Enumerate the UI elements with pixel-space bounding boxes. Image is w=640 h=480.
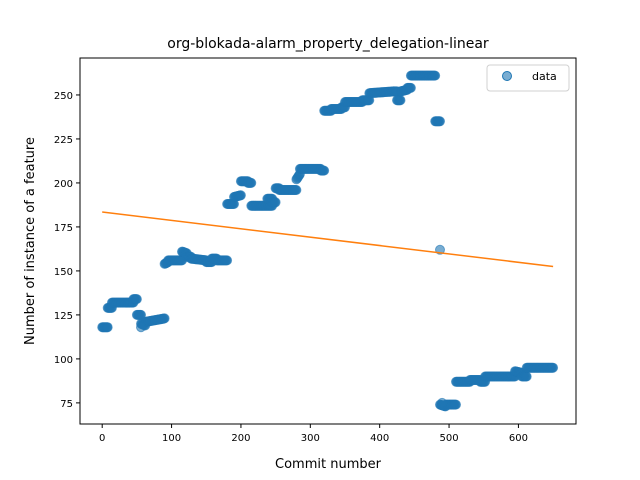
data-point <box>549 363 558 372</box>
y-tick-label: 125 <box>54 311 73 322</box>
data-point <box>236 191 245 200</box>
data-point <box>396 96 405 105</box>
data-point <box>271 198 280 207</box>
data-point <box>438 398 447 407</box>
x-tick-label: 100 <box>162 433 181 444</box>
data-point <box>292 186 301 195</box>
data-point <box>320 166 329 175</box>
y-tick-label: 225 <box>54 135 73 146</box>
y-tick-label: 75 <box>60 399 73 410</box>
data-point <box>431 71 440 80</box>
y-tick-label: 150 <box>54 267 73 278</box>
data-point <box>436 117 445 126</box>
chart-title: org-blokada-alarm_property_delegation-li… <box>167 36 489 52</box>
x-axis-label: Commit number <box>275 457 382 472</box>
data-point <box>132 295 141 304</box>
legend: data <box>487 65 569 91</box>
y-tick-label: 200 <box>54 179 73 190</box>
legend-label: data <box>532 70 557 83</box>
data-point <box>247 178 256 187</box>
y-axis-label: Number of instance of a feature <box>23 137 38 345</box>
x-tick-label: 500 <box>440 433 459 444</box>
data-point <box>522 372 531 381</box>
legend-marker <box>503 72 512 81</box>
data-point <box>406 83 415 92</box>
x-tick-label: 200 <box>231 433 250 444</box>
y-tick-label: 100 <box>54 355 73 366</box>
data-point <box>452 400 461 409</box>
x-tick-label: 300 <box>301 433 320 444</box>
x-tick-label: 600 <box>509 433 528 444</box>
y-tick-label: 175 <box>54 223 73 234</box>
data-point <box>223 256 232 265</box>
data-point <box>103 323 112 332</box>
y-tick-label: 250 <box>54 91 73 102</box>
data-point <box>137 323 146 332</box>
x-tick-label: 0 <box>99 433 105 444</box>
data-point <box>160 314 169 323</box>
x-tick-label: 400 <box>370 433 389 444</box>
